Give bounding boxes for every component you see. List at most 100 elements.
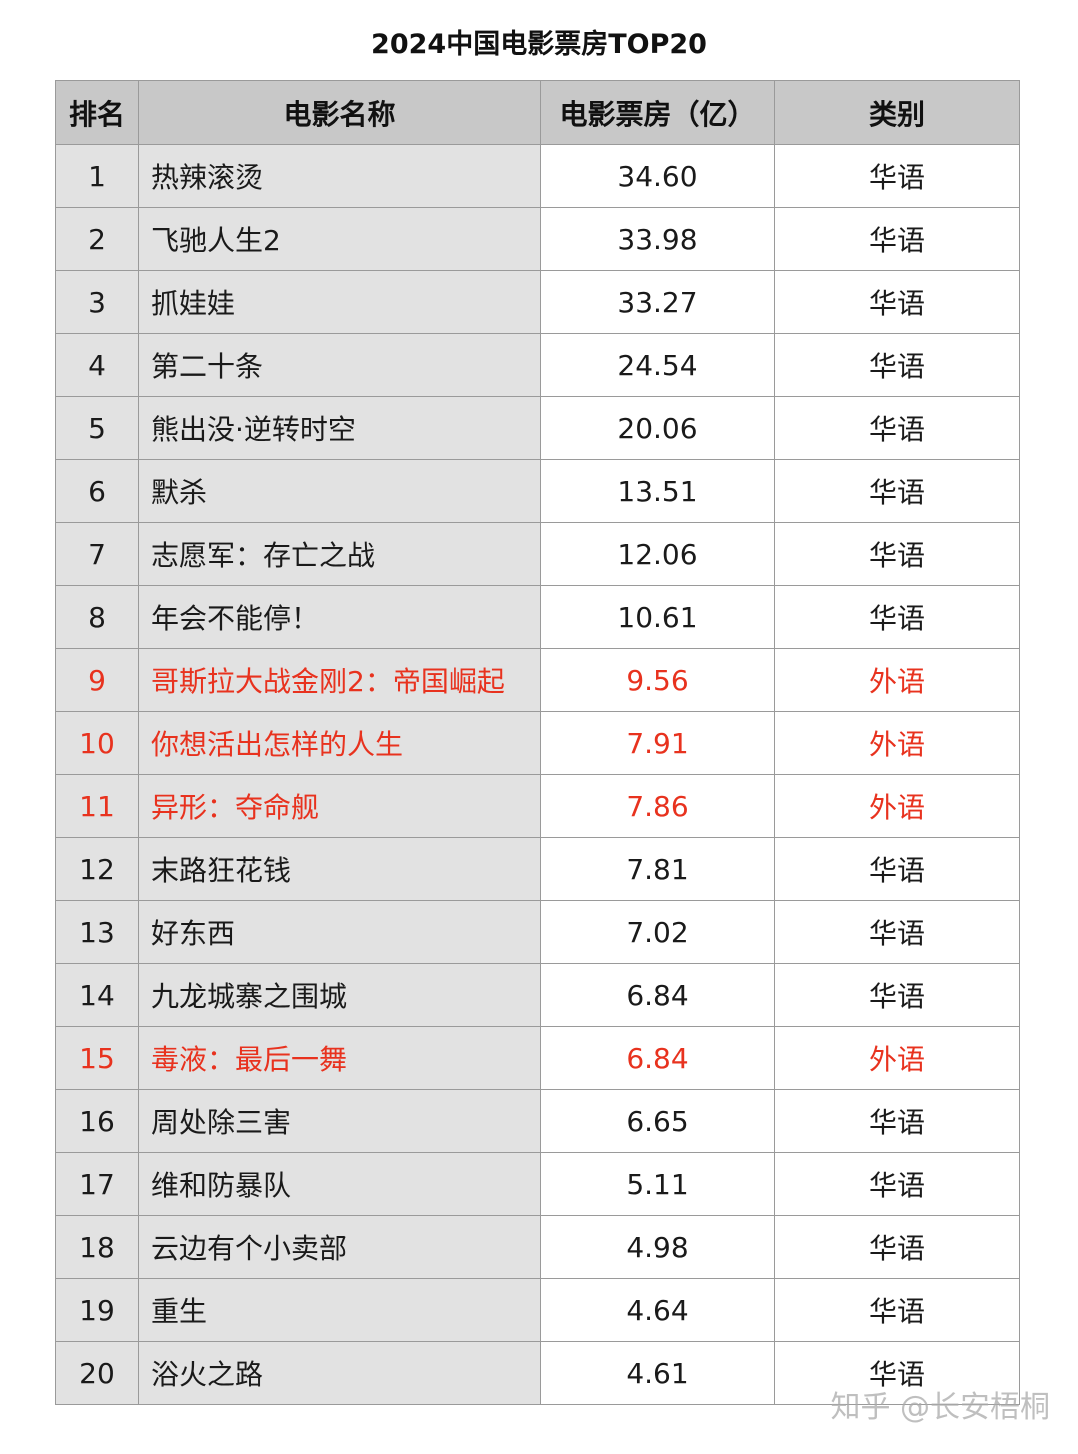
table-row: 20 浴火之路 4.61 华语 <box>55 1341 1020 1405</box>
category: 华语 <box>774 585 1020 649</box>
movie-title: 飞驰人生2 <box>138 207 541 271</box>
rank: 14 <box>55 963 139 1027</box>
table-row: 9 哥斯拉大战金刚2：帝国崛起 9.56 外语 <box>55 648 1020 712</box>
table-row: 1 热辣滚烫 34.60 华语 <box>55 144 1020 208</box>
box-office: 6.84 <box>540 1026 775 1090</box>
category: 华语 <box>774 1278 1020 1342</box>
rank: 8 <box>55 585 139 649</box>
box-office: 7.91 <box>540 711 775 775</box>
box-office: 5.11 <box>540 1152 775 1216</box>
rank: 19 <box>55 1278 139 1342</box>
movie-title: 哥斯拉大战金刚2：帝国崛起 <box>138 648 541 712</box>
table-row: 12 末路狂花钱 7.81 华语 <box>55 837 1020 901</box>
table-row: 8 年会不能停！ 10.61 华语 <box>55 585 1020 649</box>
box-office: 12.06 <box>540 522 775 586</box>
movie-title: 浴火之路 <box>138 1341 541 1405</box>
category: 华语 <box>774 1215 1020 1279</box>
table: 排名 电影名称 电影票房（亿） 类别 1 热辣滚烫 34.60 华语 2 飞驰人生2 33.98 华… <box>55 80 1020 1405</box>
box-office: 33.27 <box>540 270 775 334</box>
box-office: 9.56 <box>540 648 775 712</box>
watermark: 知乎 @长安梧桐 <box>830 1390 1050 1425</box>
movie-title: 云边有个小卖部 <box>138 1215 541 1279</box>
box-office: 24.54 <box>540 333 775 397</box>
movie-title: 抓娃娃 <box>138 270 541 334</box>
rank: 3 <box>55 270 139 334</box>
rank: 5 <box>55 396 139 460</box>
category: 华语 <box>774 1152 1020 1216</box>
table-row: 19 重生 4.64 华语 <box>55 1278 1020 1342</box>
rank: 4 <box>55 333 139 397</box>
category: 华语 <box>774 144 1020 208</box>
movie-title: 默杀 <box>138 459 541 523</box>
box-office: 7.81 <box>540 837 775 901</box>
table-row: 7 志愿军：存亡之战 12.06 华语 <box>55 522 1020 586</box>
movie-title: 周处除三害 <box>138 1089 541 1153</box>
box-office: 7.86 <box>540 774 775 838</box>
movie-title: 好东西 <box>138 900 541 964</box>
rank: 11 <box>55 774 139 838</box>
rank: 20 <box>55 1341 139 1405</box>
table-row: 14 九龙城寨之围城 6.84 华语 <box>55 963 1020 1027</box>
table-row: 6 默杀 13.51 华语 <box>55 459 1020 523</box>
box-office: 4.64 <box>540 1278 775 1342</box>
rank: 9 <box>55 648 139 712</box>
category: 华语 <box>774 900 1020 964</box>
movie-title: 你想活出怎样的人生 <box>138 711 541 775</box>
category: 华语 <box>774 522 1020 586</box>
movie-title: 熊出没·逆转时空 <box>138 396 541 460</box>
movie-title: 末路狂花钱 <box>138 837 541 901</box>
box-office: 7.02 <box>540 900 775 964</box>
category: 华语 <box>774 333 1020 397</box>
category: 华语 <box>774 207 1020 271</box>
category: 华语 <box>774 1341 1020 1405</box>
movie-title: 年会不能停！ <box>138 585 541 649</box>
movie-title: 九龙城寨之围城 <box>138 963 541 1027</box>
table-body: 1 热辣滚烫 34.60 华语 2 飞驰人生2 33.98 华语 3 抓娃娃 33.27 华语 4 第二十… <box>55 144 1020 1405</box>
movie-title: 志愿军：存亡之战 <box>138 522 541 586</box>
movie-title: 重生 <box>138 1278 541 1342</box>
category: 华语 <box>774 837 1020 901</box>
header-cell: 电影票房（亿） <box>540 80 775 145</box>
rank: 2 <box>55 207 139 271</box>
table-row: 5 熊出没·逆转时空 20.06 华语 <box>55 396 1020 460</box>
rank: 12 <box>55 837 139 901</box>
box-office: 10.61 <box>540 585 775 649</box>
rank: 18 <box>55 1215 139 1279</box>
category: 华语 <box>774 459 1020 523</box>
box-office: 4.98 <box>540 1215 775 1279</box>
box-office: 34.60 <box>540 144 775 208</box>
table-row: 16 周处除三害 6.65 华语 <box>55 1089 1020 1153</box>
category: 外语 <box>774 711 1020 775</box>
table-row: 11 异形：夺命舰 7.86 外语 <box>55 774 1020 838</box>
title: 2024中国电影票房TOP20 <box>371 29 707 60</box>
rank: 13 <box>55 900 139 964</box>
table-row: 3 抓娃娃 33.27 华语 <box>55 270 1020 334</box>
rank: 1 <box>55 144 139 208</box>
table-row: 15 毒液：最后一舞 6.84 外语 <box>55 1026 1020 1090</box>
box-office: 13.51 <box>540 459 775 523</box>
rank: 10 <box>55 711 139 775</box>
table-row: 13 好东西 7.02 华语 <box>55 900 1020 964</box>
rank: 16 <box>55 1089 139 1153</box>
table-row: 4 第二十条 24.54 华语 <box>55 333 1020 397</box>
rank: 17 <box>55 1152 139 1216</box>
header-row: 排名 电影名称 电影票房（亿） 类别 <box>55 80 1020 145</box>
movie-title: 维和防暴队 <box>138 1152 541 1216</box>
category: 外语 <box>774 1026 1020 1090</box>
category: 华语 <box>774 270 1020 334</box>
rank: 15 <box>55 1026 139 1090</box>
movie-title: 热辣滚烫 <box>138 144 541 208</box>
table-row: 17 维和防暴队 5.11 华语 <box>55 1152 1020 1216</box>
box-office: 6.65 <box>540 1089 775 1153</box>
header-cell: 电影名称 <box>138 80 541 145</box>
box-office: 6.84 <box>540 963 775 1027</box>
table-row: 2 飞驰人生2 33.98 华语 <box>55 207 1020 271</box>
table-row: 10 你想活出怎样的人生 7.91 外语 <box>55 711 1020 775</box>
movie-title: 毒液：最后一舞 <box>138 1026 541 1090</box>
header-cell: 类别 <box>774 80 1020 145</box>
header-cell: 排名 <box>55 80 139 145</box>
category: 华语 <box>774 963 1020 1027</box>
box-office: 20.06 <box>540 396 775 460</box>
category: 华语 <box>774 396 1020 460</box>
